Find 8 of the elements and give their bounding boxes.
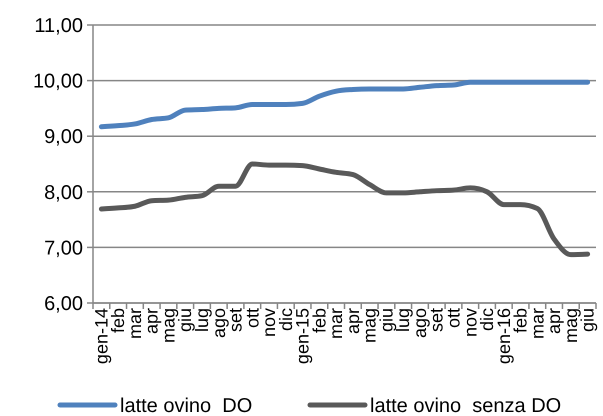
legend-label: latte ovino DO bbox=[120, 395, 252, 416]
y-tick-label: 11,00 bbox=[34, 15, 83, 37]
legend-label: latte ovino senza DO bbox=[370, 395, 562, 416]
y-tick-label: 8,00 bbox=[44, 182, 83, 204]
y-tick-label: 10,00 bbox=[32, 70, 83, 93]
y-tick-label: 6,00 bbox=[44, 293, 83, 315]
y-tick-label: 7,00 bbox=[44, 237, 83, 260]
y-tick-label: 9,00 bbox=[44, 126, 83, 148]
